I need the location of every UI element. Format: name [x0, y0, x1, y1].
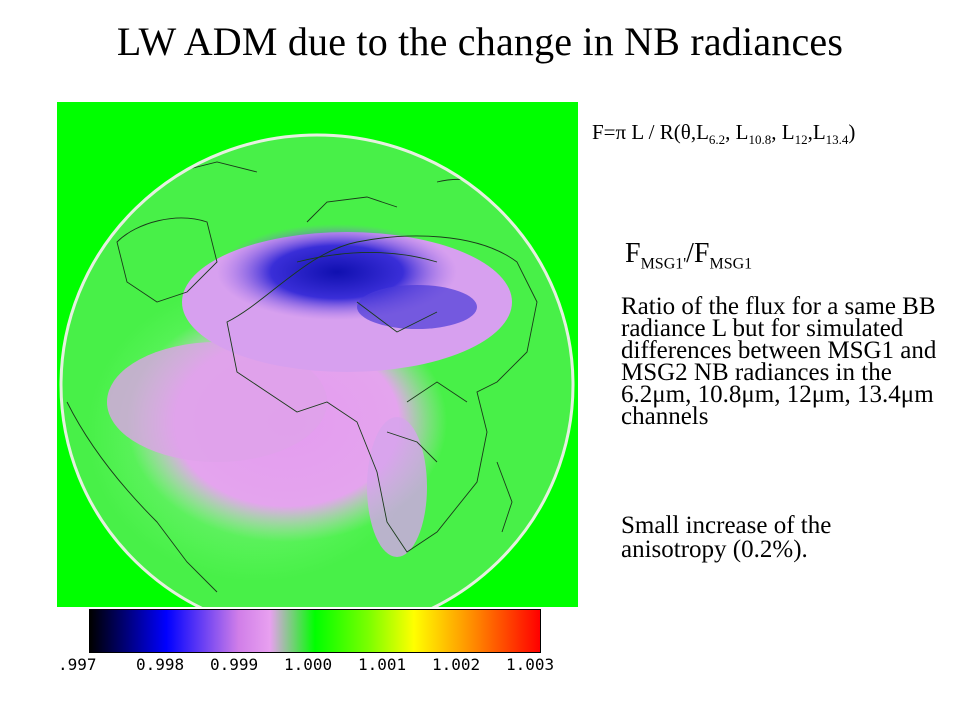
colorbar-tick: .997	[58, 655, 97, 674]
formula-sep-2: , L	[771, 120, 795, 144]
anisotropy-map-graphic	[57, 102, 578, 637]
colorbar-tick: 0.998	[136, 655, 185, 674]
colorbar: .997 0.998 0.999 1.000 1.001 1.002 1.003	[58, 606, 578, 676]
formula-sub-6-2: 6.2	[708, 132, 726, 148]
colorbar-tick: 1.000	[284, 655, 333, 674]
colorbar-tick: 0.999	[210, 655, 259, 674]
colorbar-ticks: .997 0.998 0.999 1.000 1.001 1.002 1.003	[58, 655, 578, 675]
ratio-mid: /F	[686, 238, 710, 269]
ratio-sub-msg1-prime: MSG1'	[640, 255, 687, 273]
anisotropy-note: Small increase of the anisotropy (0.2%).	[621, 512, 832, 563]
formula-sub-10-8: 10.8	[748, 132, 772, 148]
slide-title: LW ADM due to the change in NB radiances	[116, 19, 844, 64]
formula-sub-13-4: 13.4	[825, 132, 849, 148]
formula-suffix: )	[848, 120, 856, 144]
formula-sub-12: 12	[794, 132, 808, 148]
earth-disk-image	[57, 102, 578, 637]
formula-sep-1: , L	[725, 120, 749, 144]
formula-sep-3: ,L	[807, 120, 826, 144]
flux-formula: F=π L / R(θ,L6.2, L10.8, L12,L13.4)	[592, 120, 855, 148]
colorbar-tick: 1.002	[432, 655, 481, 674]
colorbar-tick: 1.001	[358, 655, 407, 674]
ratio-f1: F	[625, 238, 641, 269]
ratio-description: Ratio of the flux for a same BB radiance…	[621, 293, 937, 430]
ratio-sub-msg1: MSG1	[709, 255, 753, 273]
colorbar-tick: 1.003	[506, 655, 555, 674]
colorbar-gradient	[89, 609, 541, 653]
formula-prefix: F=π L / R(θ,L	[592, 120, 709, 144]
ratio-label: FMSG1'/FMSG1	[625, 238, 752, 274]
